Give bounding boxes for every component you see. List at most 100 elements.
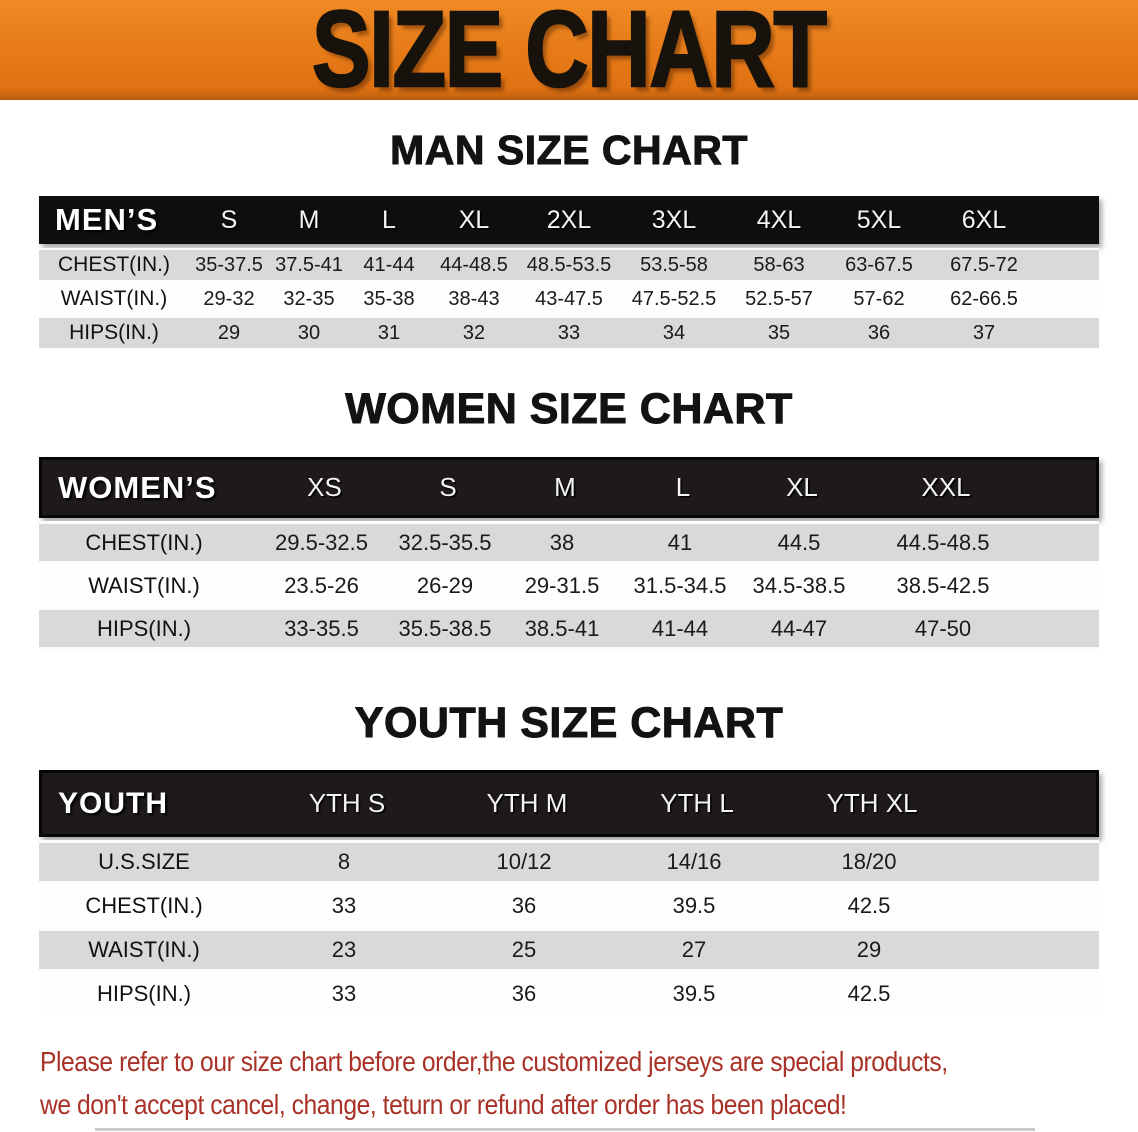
size-value: 38 [549, 529, 575, 555]
women-col-header: XL [786, 472, 818, 502]
women-col-header: S [439, 472, 457, 502]
size-value: 29 [856, 937, 882, 962]
men-col-header: XL [458, 205, 490, 234]
size-value: 35-38 [363, 287, 415, 310]
bottom-edge-line [95, 1128, 1035, 1131]
size-value: 36 [867, 321, 891, 344]
size-value: 57-62 [853, 287, 905, 310]
size-value: 36 [511, 981, 537, 1006]
size-value: 32 [462, 321, 486, 344]
youth-col-header: YTH XL [826, 788, 918, 818]
men-col-header: M [298, 205, 320, 234]
youth-col-header: YTH S [308, 788, 386, 818]
women-chest-row: CHEST(IN.) 29.5-32.5 32.5-35.5 38 41 44.… [39, 521, 1099, 564]
men-col-header: 2XL [546, 205, 592, 234]
size-value: 29-31.5 [524, 572, 600, 598]
men-size-table: MEN’S S M L XL 2XL 3XL 4XL 5XL 6XL CHEST… [39, 196, 1099, 350]
size-value: 47-50 [914, 615, 972, 641]
size-value: 37.5-41 [275, 253, 343, 276]
men-chest-row: CHEST(IN.) 35-37.5 37.5-41 41-44 44-48.5… [39, 248, 1099, 282]
size-value: 18/20 [841, 849, 897, 874]
youth-size-table: YOUTH YTH S YTH M YTH L YTH XL U.S.SIZE … [39, 770, 1099, 1016]
size-value: 29 [217, 321, 241, 344]
women-section-heading: WOMEN SIZE CHART [345, 385, 793, 433]
size-value: 39.5 [672, 893, 716, 918]
men-col-header: 3XL [651, 205, 697, 234]
size-value: 29.5-32.5 [275, 529, 368, 555]
size-value: 32.5-35.5 [398, 529, 492, 555]
men-col-header: 4XL [756, 205, 802, 234]
men-col-header: 6XL [961, 205, 1007, 234]
size-value: 8 [337, 849, 351, 874]
size-value: 35-37.5 [195, 253, 263, 276]
size-value: 38.5-42.5 [896, 572, 990, 598]
women-col-header: M [554, 472, 576, 502]
size-value: 33-35.5 [284, 615, 359, 641]
size-value: 35.5-38.5 [398, 615, 492, 641]
disclaimer-line-2: we don't accept cancel, change, teturn o… [40, 1089, 847, 1120]
row-label: WAIST(IN.) [60, 287, 168, 310]
size-value: 41-44 [651, 615, 709, 641]
size-value: 14/16 [666, 849, 722, 874]
youth-section-heading: YOUTH SIZE CHART [354, 699, 784, 747]
row-label: HIPS(IN.) [69, 321, 159, 344]
row-label: U.S.SIZE [98, 849, 190, 874]
size-value: 44-47 [770, 615, 828, 641]
women-col-header: XXL [921, 472, 971, 502]
youth-ussize-row: U.S.SIZE 8 10/12 14/16 18/20 [39, 840, 1099, 884]
size-value: 34 [662, 321, 686, 344]
size-value: 32-35 [283, 287, 335, 310]
size-value: 38.5-41 [524, 615, 600, 641]
size-value: 42.5 [847, 981, 891, 1006]
size-value: 23.5-26 [284, 572, 359, 598]
size-value: 47.5-52.5 [631, 287, 717, 310]
size-value: 38-43 [448, 287, 500, 310]
size-value: 36 [511, 893, 537, 918]
men-col-header: L [382, 205, 396, 234]
women-corner-label: WOMEN’S [58, 469, 217, 505]
size-value: 23 [331, 937, 357, 962]
size-value: 42.5 [847, 893, 891, 918]
size-value: 31 [377, 321, 401, 344]
men-hips-row: HIPS(IN.) 29 30 31 32 33 34 35 36 37 [39, 316, 1099, 350]
men-header-band: MEN’S S M L XL 2XL 3XL 4XL 5XL 6XL [39, 196, 1099, 244]
men-col-header: 5XL [856, 205, 902, 234]
size-value: 31.5-34.5 [633, 572, 727, 598]
men-waist-row: WAIST(IN.) 29-32 32-35 35-38 38-43 43-47… [39, 282, 1099, 316]
size-value: 33 [331, 893, 357, 918]
size-value: 26-29 [416, 572, 474, 598]
youth-col-header: YTH L [660, 788, 734, 818]
row-label: WAIST(IN.) [88, 572, 200, 598]
size-value: 62-66.5 [950, 287, 1018, 310]
size-value: 44.5 [777, 529, 821, 555]
banner-title: SIZE CHART [311, 0, 828, 110]
disclaimer-text: Please refer to our size chart before or… [40, 1040, 1006, 1126]
size-value: 25 [511, 937, 537, 962]
youth-waist-row: WAIST(IN.) 23 25 27 29 [39, 928, 1099, 972]
size-value: 44-48.5 [440, 253, 508, 276]
disclaimer-line-1: Please refer to our size chart before or… [40, 1046, 948, 1077]
size-value: 41 [667, 529, 693, 555]
row-label: CHEST(IN.) [85, 893, 203, 918]
row-label: HIPS(IN.) [96, 615, 192, 641]
youth-col-header: YTH M [486, 788, 568, 818]
size-value: 41-44 [363, 253, 415, 276]
size-value: 33 [557, 321, 581, 344]
youth-header-band: YOUTH YTH S YTH M YTH L YTH XL [39, 770, 1099, 837]
row-label: HIPS(IN.) [96, 981, 192, 1006]
size-value: 58-63 [753, 253, 805, 276]
youth-hips-row: HIPS(IN.) 33 36 39.5 42.5 [39, 972, 1099, 1016]
size-value: 33 [331, 981, 357, 1006]
men-corner-label: MEN’S [55, 202, 159, 237]
size-value: 67.5-72 [950, 253, 1018, 276]
banner: SIZE CHART [0, 0, 1138, 110]
youth-chest-row: CHEST(IN.) 33 36 39.5 42.5 [39, 884, 1099, 928]
row-label: CHEST(IN.) [85, 529, 203, 555]
size-value: 39.5 [672, 981, 716, 1006]
size-value: 37 [972, 321, 996, 344]
women-size-table: WOMEN’S XS S M L XL XXL CHEST(IN.) 29.5-… [39, 457, 1099, 650]
women-waist-row: WAIST(IN.) 23.5-26 26-29 29-31.5 31.5-34… [39, 564, 1099, 607]
size-value: 34.5-38.5 [752, 572, 846, 598]
size-value: 43-47.5 [535, 287, 603, 310]
